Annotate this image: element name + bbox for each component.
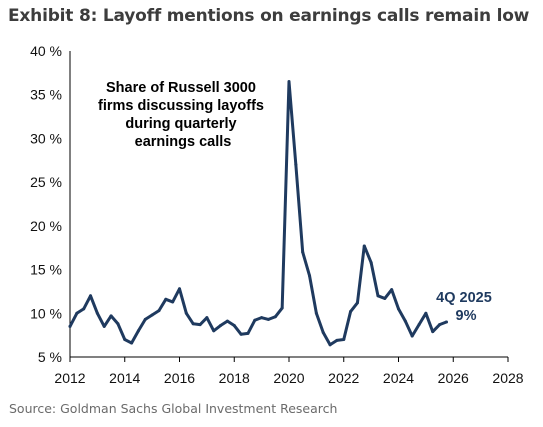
- data-point: [294, 163, 298, 167]
- y-axis-tick-labels: 5 % 10 % 15 % 20 % 25 % 30 % 35 % 40 %: [30, 43, 62, 365]
- data-point: [253, 318, 257, 322]
- data-point: [184, 311, 188, 315]
- data-point: [376, 294, 380, 298]
- data-point: [89, 294, 93, 298]
- data-point: [431, 330, 435, 334]
- x-axis-tick-labels: 2012 2014 2016 2018 2020 2022 2024 2026 2028: [54, 370, 523, 386]
- y-tick-label: 25 %: [30, 174, 62, 190]
- y-tick-label: 15 %: [30, 262, 62, 278]
- data-point: [212, 329, 216, 333]
- data-point: [410, 334, 414, 338]
- annotation-line-1: Share of Russell 3000: [106, 80, 256, 96]
- end-label-period: 4Q 2025: [436, 290, 492, 306]
- data-point: [136, 329, 140, 333]
- x-tick-label: 2024: [383, 370, 414, 386]
- data-point: [280, 306, 284, 310]
- data-point: [246, 331, 250, 335]
- data-point: [75, 311, 79, 315]
- page-title: Exhibit 8: Layoff mentions on earnings c…: [8, 6, 530, 26]
- data-point: [157, 309, 161, 313]
- data-point: [239, 332, 243, 336]
- x-tick-label: 2022: [328, 370, 359, 386]
- data-point: [130, 341, 134, 345]
- data-point: [191, 322, 195, 326]
- data-point: [335, 338, 339, 342]
- data-point: [143, 317, 147, 321]
- x-tick-label: 2018: [219, 370, 250, 386]
- data-point: [171, 300, 175, 304]
- data-point: [349, 310, 353, 314]
- data-point: [287, 80, 291, 84]
- data-point: [116, 322, 120, 326]
- data-point: [82, 307, 86, 311]
- data-point: [123, 338, 127, 342]
- data-point: [109, 314, 113, 318]
- end-label-value: 9%: [456, 308, 477, 324]
- annotation-text: Share of Russell 3000 firms discussing l…: [98, 80, 268, 150]
- x-tick-label: 2028: [492, 370, 523, 386]
- x-tick-label: 2026: [438, 370, 469, 386]
- x-tick-label: 2020: [273, 370, 304, 386]
- data-point: [266, 317, 270, 321]
- data-point: [150, 313, 154, 317]
- annotation-line-2: firms discussing layoffs: [98, 98, 264, 114]
- data-point: [424, 311, 428, 315]
- y-tick-label: 35 %: [30, 87, 62, 103]
- data-point: [383, 296, 387, 300]
- data-point: [198, 323, 202, 327]
- data-point: [308, 274, 312, 278]
- data-point: [417, 323, 421, 327]
- data-point: [403, 319, 407, 323]
- data-point: [301, 250, 305, 254]
- x-tick-label: 2016: [164, 370, 195, 386]
- data-point: [232, 324, 236, 328]
- x-tick-label: 2012: [54, 370, 85, 386]
- data-point: [314, 311, 318, 315]
- x-axis-tick-marks: [69, 357, 509, 362]
- data-point: [355, 301, 359, 305]
- annotation-line-3: during quarterly: [125, 116, 236, 132]
- data-point: [362, 244, 366, 248]
- y-tick-label: 5 %: [38, 349, 62, 365]
- data-point: [178, 287, 181, 291]
- x-tick-label: 2014: [109, 370, 140, 386]
- data-point: [95, 311, 99, 315]
- y-tick-label: 30 %: [30, 130, 62, 146]
- data-point: [68, 324, 72, 328]
- data-point: [102, 324, 106, 328]
- y-tick-label: 20 %: [30, 218, 62, 234]
- y-tick-label: 40 %: [30, 43, 62, 59]
- data-point: [369, 261, 373, 265]
- data-point: [260, 316, 264, 320]
- source-note: Source: Goldman Sachs Global Investment …: [9, 401, 338, 416]
- end-value-label: 4Q 2025 9%: [436, 290, 496, 324]
- data-point: [205, 316, 209, 320]
- data-point: [219, 324, 223, 328]
- data-point: [164, 297, 168, 301]
- data-point: [444, 320, 448, 324]
- annotation-line-4: earnings calls: [135, 134, 232, 150]
- series-points: [68, 80, 448, 347]
- data-point: [397, 307, 400, 311]
- y-tick-label: 10 %: [30, 305, 62, 321]
- data-point: [328, 343, 332, 347]
- data-point: [390, 288, 394, 292]
- data-point: [321, 331, 325, 335]
- data-point: [438, 323, 442, 327]
- data-point: [225, 319, 229, 323]
- data-point: [273, 315, 277, 319]
- data-point: [342, 338, 346, 342]
